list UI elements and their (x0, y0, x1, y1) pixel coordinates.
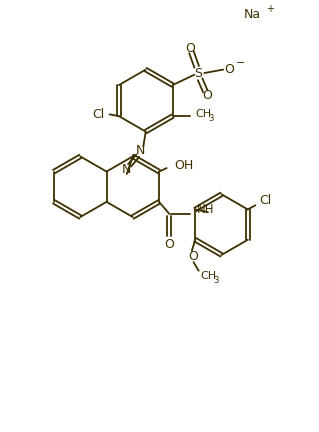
Text: −: − (236, 58, 245, 68)
Text: CH: CH (195, 109, 211, 119)
Text: CH: CH (200, 271, 217, 281)
Text: +: + (266, 4, 274, 14)
Text: N: N (122, 163, 131, 176)
Text: NH: NH (197, 203, 214, 216)
Text: 3: 3 (213, 276, 219, 285)
Text: Na: Na (244, 8, 261, 21)
Text: O: O (225, 63, 234, 76)
Text: N: N (136, 144, 145, 157)
Text: 3: 3 (209, 114, 214, 124)
Text: OH: OH (174, 159, 194, 172)
Text: Cl: Cl (259, 194, 271, 207)
Text: O: O (185, 42, 195, 55)
Text: O: O (189, 251, 198, 264)
Text: Cl: Cl (92, 108, 104, 121)
Text: O: O (164, 238, 174, 251)
Text: O: O (202, 89, 212, 102)
Text: S: S (194, 67, 203, 79)
